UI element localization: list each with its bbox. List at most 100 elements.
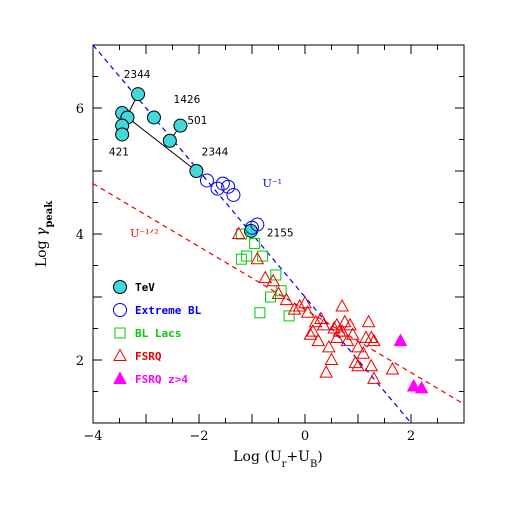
point-fsrq xyxy=(316,317,331,331)
legend-marker xyxy=(114,327,126,339)
point-fsrq xyxy=(351,358,365,372)
y-tick-label: 2 xyxy=(76,354,84,369)
point-fsrq xyxy=(324,352,339,365)
legend-label: FSRQ z>4 xyxy=(135,373,188,386)
annotation-label: 421 xyxy=(109,146,129,158)
series-bl-lacs xyxy=(235,228,295,322)
point-extreme-bl xyxy=(221,179,236,194)
annotation-label: 2155 xyxy=(267,228,294,240)
fit-lines xyxy=(93,45,464,423)
point-bl-lacs xyxy=(283,310,295,322)
point-fsrq xyxy=(322,339,336,353)
annotation-label: 2344 xyxy=(202,146,229,158)
point-fsrq xyxy=(306,324,320,337)
point-tev xyxy=(162,133,177,148)
point-bl-lacs xyxy=(254,307,266,319)
fit-line-label: U⁻¹ᐟ² xyxy=(130,227,159,240)
point-extreme-bl xyxy=(226,187,241,202)
point-fsrq xyxy=(329,330,344,343)
point-fsrq-z-4 xyxy=(393,333,408,347)
point-fsrq xyxy=(298,295,312,309)
point-tev xyxy=(146,110,161,125)
legend-item-bl-lacs: BL Lacs xyxy=(114,327,181,340)
legend-item-fsrq: FSRQ xyxy=(113,348,162,363)
annotation-label: 1426 xyxy=(174,94,201,106)
legend-label: TeV xyxy=(135,281,155,294)
point-fsrq xyxy=(385,361,400,375)
point-tev xyxy=(173,118,188,133)
point-fsrq xyxy=(332,324,347,337)
y-tick-label: 4 xyxy=(76,228,84,243)
data-markers xyxy=(115,87,429,394)
point-fsrq xyxy=(266,273,281,287)
x-tick-label: 2 xyxy=(407,429,415,444)
series-fsrq xyxy=(231,226,400,384)
series-tev xyxy=(115,87,258,238)
point-fsrq xyxy=(364,358,379,372)
point-fsrq xyxy=(340,333,355,347)
series-extreme-bl xyxy=(199,173,265,235)
point-fsrq xyxy=(292,298,307,312)
series-fsrq-z-4 xyxy=(393,333,429,394)
point-bl-lacs xyxy=(275,285,287,297)
x-tick-label: 0 xyxy=(301,429,309,444)
legend: TeV Extreme BL BL Lacs FSRQ FSRQ z>4 xyxy=(113,280,202,386)
legend-item-extreme-bl: Extreme BL xyxy=(113,303,202,317)
point-fsrq xyxy=(308,314,323,328)
point-fsrq xyxy=(300,305,315,318)
point-fsrq xyxy=(348,355,363,369)
point-bl-lacs xyxy=(265,291,277,303)
point-fsrq xyxy=(335,298,349,312)
point-extreme-bl xyxy=(250,217,265,232)
connector-line xyxy=(127,117,197,172)
point-fsrq xyxy=(271,286,286,299)
point-tev xyxy=(115,127,130,142)
point-fsrq xyxy=(351,339,365,353)
y-axis-title: Log γpeak xyxy=(34,200,55,267)
fit-line-label: U⁻¹ xyxy=(263,177,283,190)
legend-label: Extreme BL xyxy=(135,304,202,317)
point-annotations: 2344 1426 501 421 2344 2155 xyxy=(109,69,294,240)
point-fsrq xyxy=(327,320,341,334)
legend-marker xyxy=(113,371,127,384)
point-fsrq xyxy=(303,327,318,340)
y-tick-label: 6 xyxy=(76,102,84,117)
point-fsrq xyxy=(311,333,326,347)
point-fsrq xyxy=(231,226,246,239)
point-tev xyxy=(189,164,204,178)
point-fsrq xyxy=(361,314,376,328)
axis-ticks xyxy=(92,44,465,424)
point-fsrq xyxy=(287,302,302,315)
x-tick-label: −2 xyxy=(189,429,208,444)
point-fsrq xyxy=(337,314,352,328)
point-fsrq xyxy=(367,371,381,384)
point-bl-lacs xyxy=(249,237,261,249)
point-fsrq xyxy=(319,365,334,378)
x-axis-title: Log (Ur+UB) xyxy=(233,449,323,470)
fit-line-u xyxy=(93,45,412,423)
point-bl-lacs xyxy=(257,250,269,262)
point-fsrq xyxy=(279,292,294,306)
legend-label: FSRQ xyxy=(135,350,162,363)
point-extreme-bl xyxy=(210,181,225,196)
tick-labels: −4 −2 0 2 2 4 6 xyxy=(76,102,415,444)
point-extreme-bl xyxy=(199,173,214,188)
legend-marker xyxy=(113,348,127,361)
point-bl-lacs xyxy=(235,253,247,265)
legend-marker xyxy=(113,303,127,317)
x-tick-label: −4 xyxy=(83,429,102,444)
point-bl-lacs xyxy=(270,269,282,281)
point-fsrq-z-4 xyxy=(414,380,429,394)
point-fsrq-z-4 xyxy=(406,378,421,392)
legend-marker xyxy=(113,280,127,294)
point-fsrq xyxy=(343,317,357,331)
line-labels: U⁻¹ U⁻¹ᐟ² xyxy=(130,177,282,240)
point-fsrq xyxy=(356,346,371,359)
annotation-label: 2344 xyxy=(124,69,151,81)
annotation-label: 501 xyxy=(187,115,207,127)
point-tev xyxy=(131,87,146,102)
legend-item-tev: TeV xyxy=(113,280,155,294)
point-fsrq xyxy=(345,327,360,340)
legend-item-fsrq-z-4: FSRQ z>4 xyxy=(113,371,188,386)
